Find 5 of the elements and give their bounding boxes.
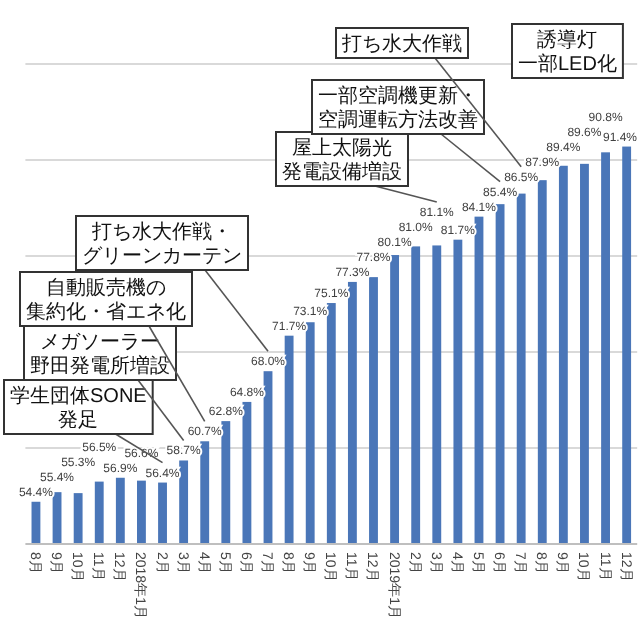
annotation: 一部空調機更新・空調運転方法改善 bbox=[318, 84, 478, 132]
annotation: 学生団体SONE発足 bbox=[10, 384, 148, 432]
annotation: 自動販売機の集約化・省エネ化 bbox=[26, 276, 186, 324]
annotation: 屋上太陽光発電設備増設 bbox=[282, 136, 402, 184]
annotation: 打ち水大作戦・グリーンカーテン bbox=[82, 220, 242, 268]
